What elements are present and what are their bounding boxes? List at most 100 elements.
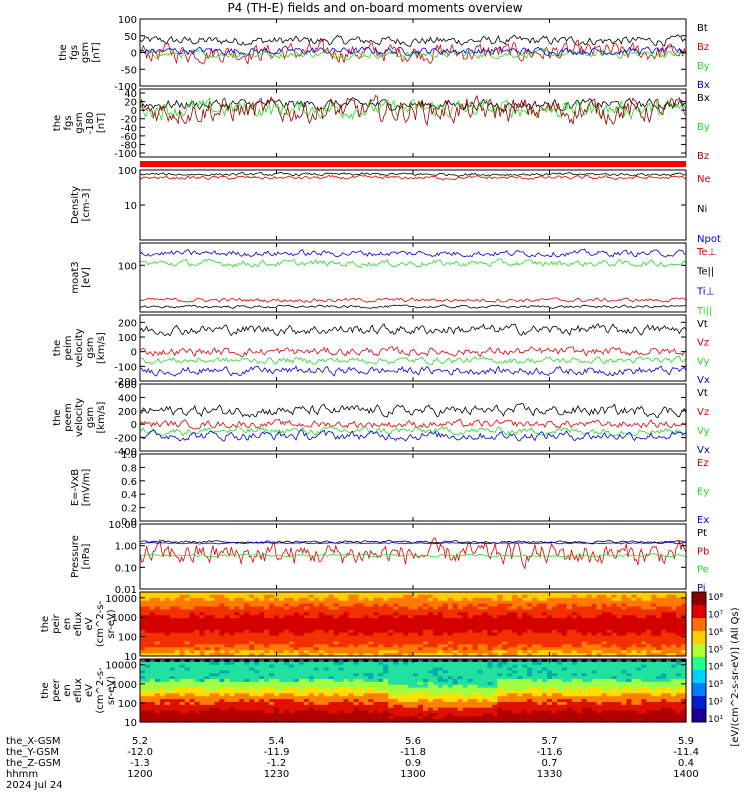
heatmap-cell	[596, 710, 603, 715]
heatmap-cell	[457, 612, 464, 616]
heatmap-cell	[497, 667, 503, 672]
heatmap-cell	[298, 701, 305, 706]
heatmap-cell	[586, 659, 593, 663]
heatmap-cell	[497, 641, 503, 645]
heatmap-cell	[527, 707, 533, 712]
heatmap-cell	[274, 641, 280, 645]
heatmap-cell	[671, 699, 677, 703]
heatmap-cell	[542, 629, 548, 634]
heatmap-cell	[422, 670, 429, 674]
heatmap-cell	[626, 600, 632, 605]
heatmap-cell	[408, 629, 414, 634]
heatmap-cell	[581, 638, 588, 643]
heatmap-cell	[140, 687, 146, 692]
heatmap-cell	[477, 681, 484, 686]
heatmap-cell	[517, 659, 523, 663]
heatmap-cell	[368, 653, 374, 657]
heatmap-cell	[651, 707, 657, 712]
heatmap-cell	[373, 676, 379, 680]
heatmap-cell	[244, 690, 250, 694]
heatmap-cell	[556, 693, 563, 697]
heatmap-cell	[482, 612, 489, 616]
heatmap-cell	[149, 707, 156, 712]
heatmap-cell	[184, 710, 191, 715]
heatmap-cell	[303, 624, 310, 628]
heatmap-cell	[502, 600, 508, 605]
heatmap-cell	[467, 621, 474, 625]
heatmap-cell	[457, 644, 464, 648]
heatmap-cell	[532, 632, 538, 637]
heatmap-cell	[174, 699, 181, 703]
heatmap-cell	[254, 647, 260, 651]
heatmap-cell	[522, 635, 528, 640]
heatmap-cell	[527, 693, 533, 697]
heatmap-cell	[239, 681, 245, 686]
heatmap-cell	[556, 690, 563, 694]
heatmap-cell	[298, 594, 305, 599]
heatmap-cell	[502, 687, 508, 692]
heatmap-cell	[676, 603, 682, 608]
heatmap-cell	[323, 603, 330, 608]
heatmap-cell	[219, 684, 225, 689]
heatmap-cell	[482, 603, 489, 608]
heatmap-cell	[413, 653, 419, 657]
heatmap-cell	[636, 661, 642, 666]
heatmap-cell	[338, 659, 345, 663]
heatmap-cell	[502, 635, 508, 640]
heatmap-cell	[383, 679, 389, 683]
heatmap-cell	[318, 710, 325, 715]
heatmap-cell	[477, 641, 484, 645]
heatmap-cell	[403, 644, 409, 648]
heatmap-cell	[457, 609, 464, 613]
heatmap-cell	[626, 684, 632, 689]
heatmap-cell	[571, 632, 578, 637]
heatmap-cell	[542, 681, 548, 686]
heatmap-cell	[229, 696, 235, 700]
heatmap-cell	[234, 597, 240, 602]
heatmap-cell	[497, 600, 503, 605]
heatmap-cell	[333, 704, 340, 709]
heatmap-cell	[651, 696, 657, 700]
heatmap-cell	[442, 629, 449, 634]
heatmap-cell	[393, 644, 399, 648]
heatmap-cell	[164, 603, 171, 608]
heatmap-cell	[259, 606, 265, 611]
heatmap-cell	[601, 713, 608, 717]
heatmap-cell	[656, 606, 662, 611]
heatmap-cell	[288, 612, 295, 616]
heatmap-cell	[154, 644, 161, 648]
heatmap-cell	[556, 597, 563, 602]
heatmap-cell	[427, 629, 434, 634]
heatmap-cell	[522, 670, 528, 674]
heatmap-cell	[492, 707, 498, 712]
heatmap-cell	[288, 699, 295, 703]
heatmap-cell	[492, 661, 498, 666]
heatmap-cell	[303, 650, 310, 654]
heatmap-cell	[179, 699, 186, 703]
heatmap-cell	[527, 679, 533, 683]
heatmap-cell	[323, 594, 330, 599]
heatmap-cell	[571, 621, 578, 625]
heatmap-cell	[472, 704, 479, 709]
heatmap-cell	[219, 624, 225, 628]
heatmap-cell	[189, 699, 196, 703]
heatmap-cell	[140, 670, 146, 674]
heatmap-cell	[656, 621, 662, 625]
heatmap-cell	[621, 618, 628, 622]
heatmap-cell	[413, 679, 419, 683]
heatmap-cell	[269, 650, 275, 654]
heatmap-cell	[353, 609, 359, 613]
heatmap-cell	[393, 710, 399, 715]
heatmap-cell	[551, 609, 558, 613]
heatmap-cell	[452, 624, 459, 628]
heatmap-cell	[403, 659, 409, 663]
heatmap-cell	[492, 696, 498, 700]
heatmap-cell	[298, 667, 305, 672]
legend-entry-Bx: Bx	[697, 80, 710, 91]
heatmap-cell	[239, 638, 245, 643]
heatmap-cell	[393, 647, 399, 651]
heatmap-cell	[681, 597, 687, 602]
heatmap-cell	[646, 615, 652, 619]
heatmap-cell	[209, 693, 216, 697]
heatmap-cell	[586, 615, 593, 619]
